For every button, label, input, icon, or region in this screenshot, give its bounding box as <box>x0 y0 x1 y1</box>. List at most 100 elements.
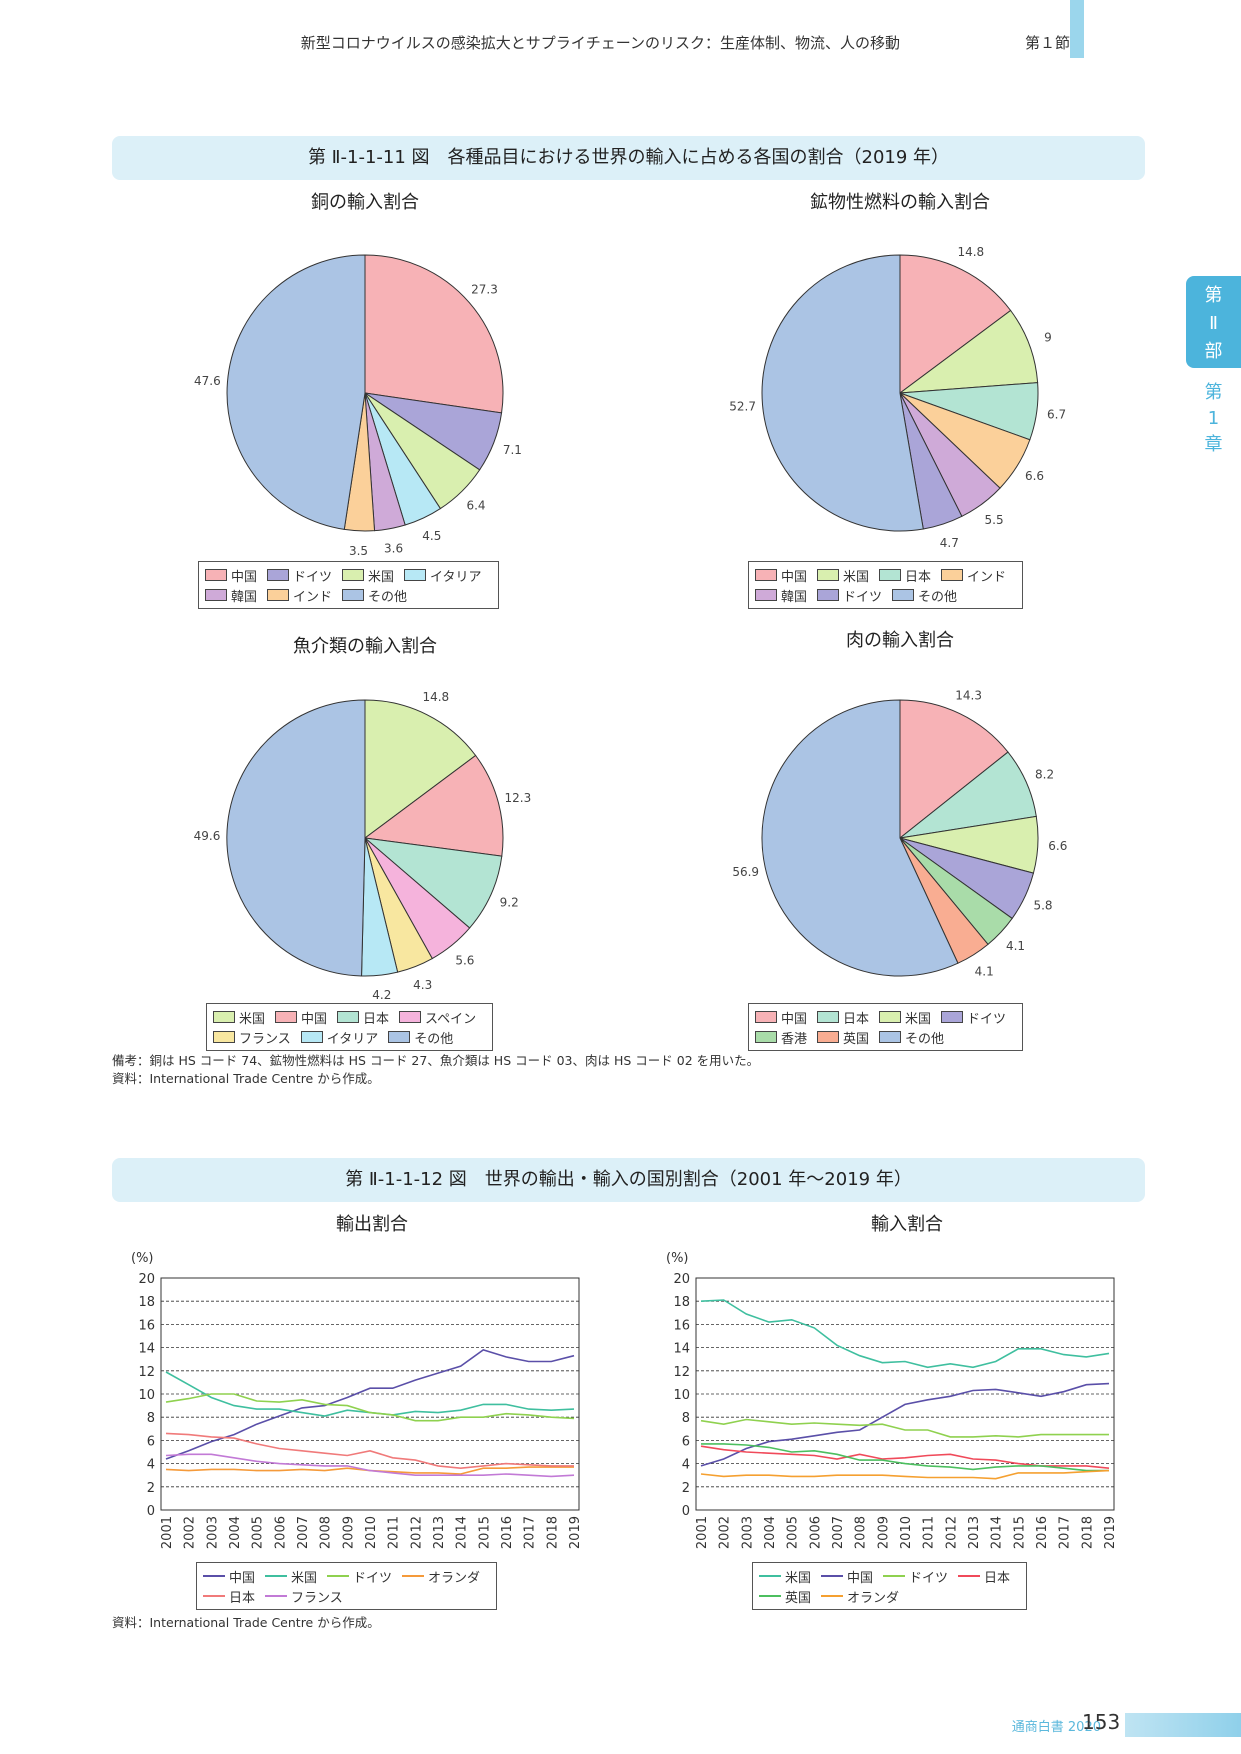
legend-label: 韓国 <box>781 589 808 605</box>
legend-swatch <box>817 589 840 601</box>
pie-value-label: 52.7 <box>729 399 756 413</box>
legend-label: 日本 <box>363 1011 390 1027</box>
legend-swatch <box>402 1575 425 1577</box>
pie-value-label: 9.2 <box>500 896 519 910</box>
pie-slice <box>226 254 366 531</box>
pie-value-label: 14.8 <box>957 245 984 259</box>
legend-import: 米国 中国 ドイツ 日本 英国 オランダ <box>752 1562 1028 1610</box>
legend-label: 米国 <box>785 1570 812 1586</box>
footer-bar <box>1125 1713 1241 1737</box>
line-title-import: 輸入割合 <box>871 1214 943 1235</box>
pie-slice <box>761 254 924 532</box>
pie-value-label: 14.3 <box>955 689 982 703</box>
legend-swatch <box>399 1011 422 1023</box>
pie-value-label: 6.6 <box>1048 839 1067 853</box>
plot-frame <box>695 1277 1115 1511</box>
legend-swatch <box>941 569 964 581</box>
pie-value-label: 56.9 <box>732 865 759 879</box>
legend-label: 日本 <box>984 1570 1011 1586</box>
legend-label: オランダ <box>428 1570 481 1586</box>
pie-value-label: 49.6 <box>194 829 221 843</box>
series-line <box>701 1443 1109 1472</box>
y-axis-unit: (%) <box>131 1251 154 1266</box>
y-tick-label: 14 <box>673 1342 690 1357</box>
legend-item: 米国 <box>342 566 394 585</box>
legend-label: ドイツ <box>293 569 333 585</box>
x-tick-label: 2011 <box>387 1516 402 1549</box>
side-tab-part: 第 Ⅱ 部 <box>1186 276 1241 368</box>
pie-value-label: 5.8 <box>1033 898 1052 912</box>
series-line <box>165 1453 575 1478</box>
legend-label: スペイン <box>425 1011 477 1027</box>
legend-item: ドイツ <box>267 566 332 585</box>
running-head: 新型コロナウイルスの感染拡大とサプライチェーンのリスク：生産体制、物流、人の移動… <box>301 0 1084 62</box>
x-tick-label: 2016 <box>1035 1516 1050 1549</box>
pie-value-label: 6.6 <box>1025 469 1044 483</box>
y-tick-label: 4 <box>682 1458 690 1473</box>
legend-swatch <box>817 569 840 581</box>
side-tab-part-char: Ⅱ <box>1209 313 1218 334</box>
legend-swatch <box>755 589 777 601</box>
y-tick-label: 6 <box>682 1434 690 1449</box>
legend-item: 香港 <box>755 1028 807 1047</box>
x-tick-label: 2017 <box>523 1516 538 1549</box>
legend-label: 香港 <box>781 1031 808 1047</box>
legend-swatch <box>342 589 365 601</box>
x-tick-label: 2009 <box>341 1516 356 1549</box>
x-tick-label: 2001 <box>695 1516 710 1549</box>
legend-swatch <box>203 1595 225 1597</box>
legend-item: イタリア <box>404 566 482 585</box>
legend-label: 日本 <box>843 1011 870 1027</box>
legend-swatch <box>265 1575 288 1577</box>
legend-swatch <box>958 1575 981 1577</box>
x-tick-label: 2004 <box>763 1516 778 1549</box>
legend-label: 米国 <box>291 1570 318 1586</box>
legend-label: 米国 <box>239 1011 266 1027</box>
pie-value-label: 4.3 <box>413 978 432 992</box>
legend-swatch <box>892 589 915 601</box>
running-head-bar <box>1070 0 1084 58</box>
legend-swatch <box>213 1011 235 1023</box>
legend-item: 中国 <box>275 1008 327 1027</box>
y-tick-label: 20 <box>673 1272 690 1287</box>
legend-label: 中国 <box>231 569 258 585</box>
x-tick-label: 2018 <box>545 1516 560 1549</box>
legend-item: 日本 <box>337 1008 389 1027</box>
y-tick-label: 20 <box>138 1272 155 1287</box>
x-tick-label: 2002 <box>718 1516 733 1549</box>
x-tick-label: 2008 <box>319 1516 334 1549</box>
legend-item: ドイツ <box>941 1008 1006 1027</box>
pie-title-copper: 銅の輸入割合 <box>311 192 419 213</box>
legend-label: イタリア <box>430 569 482 585</box>
y-tick-label: 14 <box>138 1342 155 1357</box>
legend-item: 英国 <box>817 1028 869 1047</box>
pie-chart-fuel: 14.8 9 6.7 6.6 5.5 4.7 52.7 <box>729 245 1066 550</box>
legend-label: 日本 <box>905 569 932 585</box>
legend-item: 韓国 <box>205 586 257 605</box>
legend-swatch <box>879 1031 902 1043</box>
x-tick-label: 2002 <box>183 1516 198 1549</box>
x-tick-label: 2005 <box>786 1516 801 1549</box>
legend-item: 日本 <box>879 566 931 585</box>
legend-item: 日本 <box>817 1008 869 1027</box>
figure-12-source: 資料：International Trade Centre から作成。 <box>112 1615 380 1630</box>
series-line <box>700 1299 1110 1369</box>
legend-label: 中国 <box>781 1011 808 1027</box>
legend-item: 日本 <box>203 1587 255 1606</box>
x-tick-label: 2019 <box>1103 1516 1118 1549</box>
y-tick-label: 8 <box>147 1411 155 1426</box>
x-tick-label: 2012 <box>944 1516 959 1549</box>
line-title-export: 輸出割合 <box>336 1214 408 1235</box>
x-tick-label: 2013 <box>432 1516 447 1549</box>
pie-value-label: 3.6 <box>384 541 403 555</box>
x-tick-label: 2001 <box>160 1516 175 1549</box>
legend-label: インド <box>967 569 1007 585</box>
y-tick-label: 4 <box>147 1458 155 1473</box>
line-chart-import: (%) 0 2 4 6 8 10 12 14 16 18 20 2001 2002 2003 2004 2005… <box>666 1251 1118 1549</box>
series-line <box>700 1382 1110 1467</box>
x-tick-label: 2010 <box>364 1516 379 1549</box>
pie-slice <box>363 754 504 857</box>
page-number: 153 <box>1082 1710 1121 1734</box>
x-tick-label: 2018 <box>1080 1516 1095 1549</box>
legend-item: 中国 <box>821 1567 873 1586</box>
